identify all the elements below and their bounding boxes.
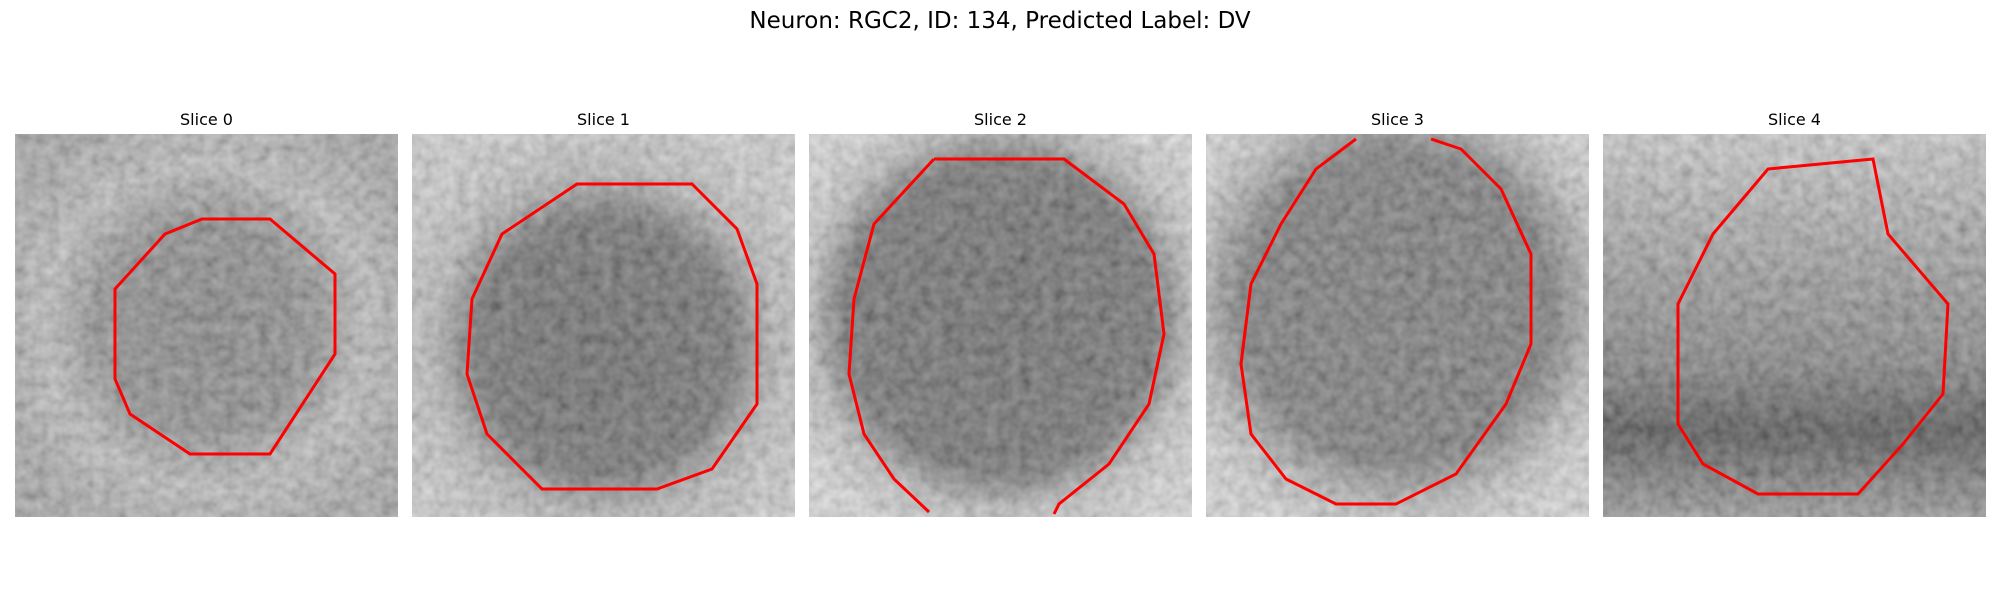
slice-panel-3: Slice 3 — [1206, 110, 1589, 517]
image-grain — [1206, 134, 1589, 517]
slice-title-0: Slice 0 — [180, 110, 233, 129]
slice-panel-1: Slice 1 — [412, 110, 795, 517]
slice-image-0 — [15, 134, 398, 517]
slice-image-4 — [1603, 134, 1986, 517]
figure-title: Neuron: RGC2, ID: 134, Predicted Label: … — [749, 8, 1251, 34]
slice-title-3: Slice 3 — [1371, 110, 1424, 129]
slice-image-1 — [412, 134, 795, 517]
slice-image-3 — [1206, 134, 1589, 517]
cell-outline-4 — [1676, 157, 1950, 496]
image-grain — [809, 134, 1192, 517]
slice-panel-2: Slice 2 — [809, 110, 1192, 517]
slice-title-2: Slice 2 — [974, 110, 1027, 129]
slice-title-1: Slice 1 — [577, 110, 630, 129]
cell-outline-2-right — [934, 157, 1166, 515]
slice-panel-0: Slice 0 — [15, 110, 398, 517]
cell-outline-2-left — [847, 157, 936, 514]
image-grain — [1603, 134, 1986, 517]
cell-outline-1 — [465, 182, 759, 491]
image-grain — [15, 134, 398, 517]
slice-title-4: Slice 4 — [1768, 110, 1821, 129]
cell-outline-0 — [113, 217, 337, 456]
image-grain — [412, 134, 795, 517]
cell-outline-3 — [1239, 137, 1533, 506]
slice-panel-4: Slice 4 — [1603, 110, 1986, 517]
slice-image-2 — [809, 134, 1192, 517]
